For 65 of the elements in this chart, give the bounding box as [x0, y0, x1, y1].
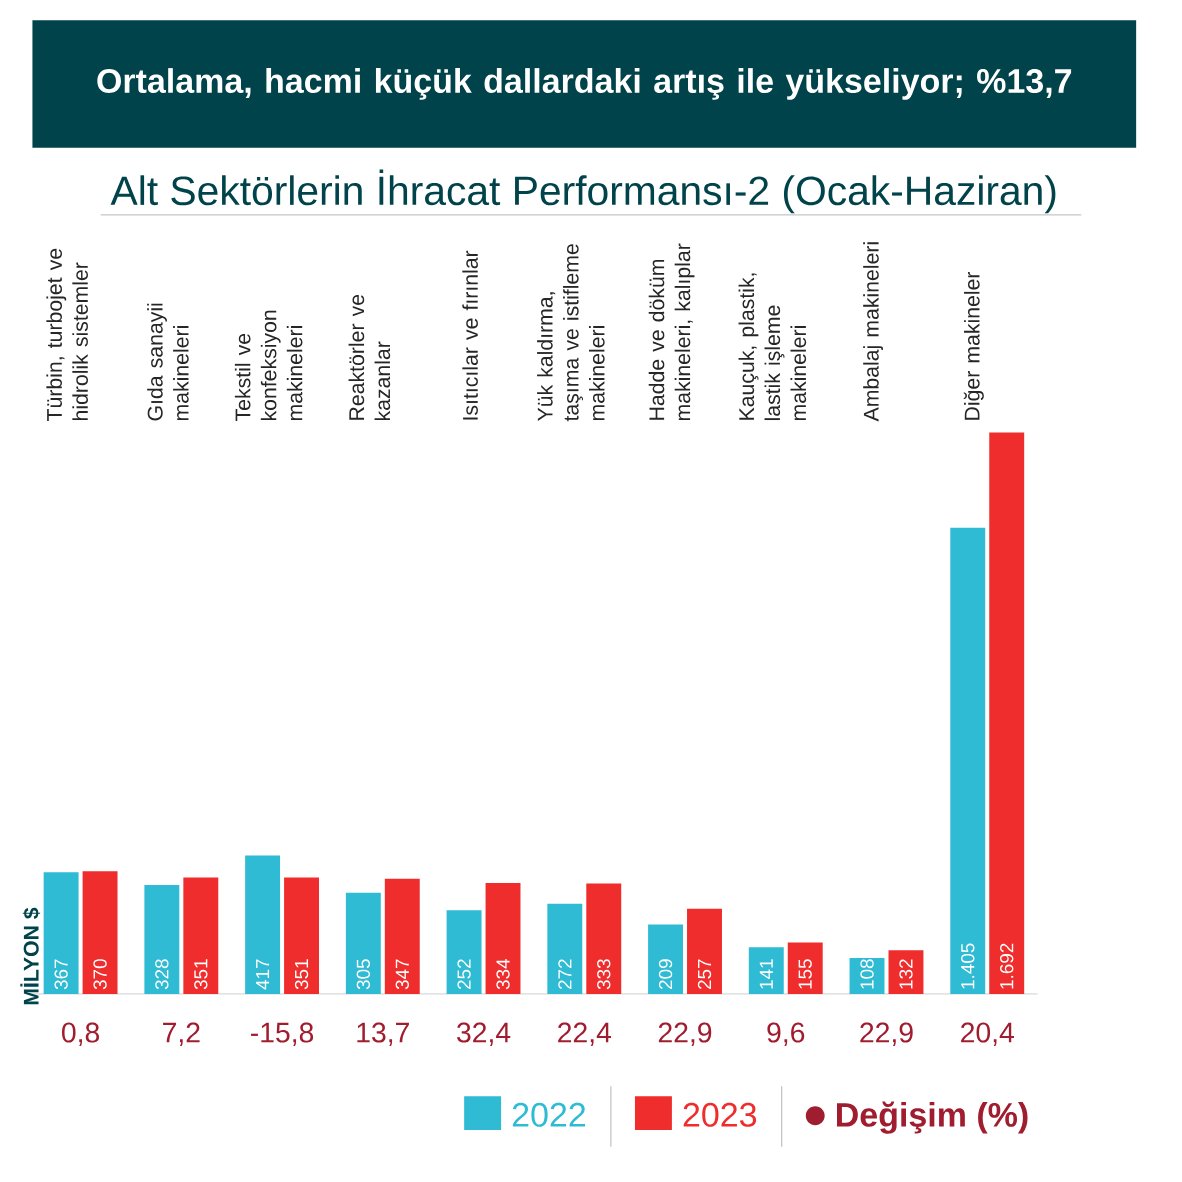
x-tick-label: Reaktörler ve kazanlar	[348, 294, 391, 421]
data-label: 257	[697, 959, 712, 989]
annotation: -15,8	[251, 1022, 314, 1046]
data-label: 333	[597, 959, 611, 990]
data-label: 252	[457, 959, 471, 989]
bar	[485, 883, 521, 994]
bar	[787, 942, 823, 994]
data-label: 209	[658, 959, 673, 989]
bar	[384, 878, 420, 994]
bar	[687, 908, 722, 994]
data-label: 328	[155, 959, 169, 990]
data-label: 334	[496, 958, 510, 990]
data-label: 351	[294, 959, 309, 990]
bar	[950, 527, 986, 994]
x-tick-label: Yük kaldırma, taşıma ve istifleme makineleri	[537, 244, 605, 422]
bar	[748, 947, 784, 994]
annotation: 7,2	[163, 1022, 200, 1046]
bar	[43, 872, 79, 994]
bar	[284, 877, 319, 994]
annotation: 20,4	[961, 1022, 1014, 1046]
data-label: 1.405	[961, 943, 975, 989]
data-label: 155	[798, 959, 812, 989]
x-tick-label: Türbin, turbojet ve hidrolik sistemler	[46, 248, 88, 421]
bar	[446, 910, 482, 994]
annotation: 0,8	[62, 1022, 100, 1046]
legend-label: 2022	[512, 1102, 586, 1127]
x-tick-label: Ambalaj makineleri	[863, 242, 883, 422]
bar	[245, 855, 281, 994]
x-tick-label: Kauçuk, plastik, lastik işleme makineleri	[738, 273, 807, 421]
bar	[586, 883, 622, 994]
annotation: 32,4	[457, 1022, 511, 1046]
annotation: 9,6	[767, 1022, 805, 1046]
data-label: 1.692	[1000, 943, 1014, 989]
data-label: 132	[899, 959, 913, 989]
legend-label: 2023	[683, 1102, 757, 1127]
y-axis-title: MİLYON $	[20, 907, 41, 1005]
bar	[989, 432, 1025, 994]
annotation: 22,9	[658, 1022, 712, 1046]
bar	[345, 892, 381, 994]
x-tick-label: Hadde ve döküm makineleri, kalıplar	[648, 243, 695, 421]
chart-title: Ortalama, hacmi küçük dallardaki artış ile yükseliyor; %13,7	[97, 68, 1072, 100]
bar	[547, 903, 583, 994]
data-label: 417	[256, 959, 270, 990]
bar	[144, 885, 180, 994]
bar	[648, 924, 684, 994]
data-label: 351	[194, 959, 208, 990]
data-label: 305	[356, 959, 371, 990]
x-tick-label: Tekstil ve konfeksiyon makineleri	[234, 310, 303, 421]
annotation: 22,4	[558, 1022, 612, 1046]
bar	[183, 877, 219, 994]
data-label: 108	[860, 959, 874, 989]
data-label: 272	[558, 959, 572, 989]
data-label: 370	[93, 959, 107, 990]
x-tick-label: Gıda sanayii makineleri	[147, 303, 189, 421]
x-tick-label: Isıtıcılar ve fırınlar	[462, 250, 478, 420]
bar	[82, 871, 118, 994]
annotation: 22,9	[860, 1022, 913, 1046]
bar	[888, 950, 924, 994]
legend-label: Değişim (%)	[837, 1101, 1028, 1134]
data-label: 141	[759, 959, 773, 989]
chart-subtitle: Alt Sektörlerin İhracat Performansı-2 (Ocak-Haziran)	[110, 169, 1056, 214]
x-tick-label: Diğer makineler	[963, 271, 984, 420]
data-label: 347	[395, 959, 409, 990]
annotation: 13,7	[357, 1022, 409, 1046]
data-label: 367	[54, 959, 68, 990]
